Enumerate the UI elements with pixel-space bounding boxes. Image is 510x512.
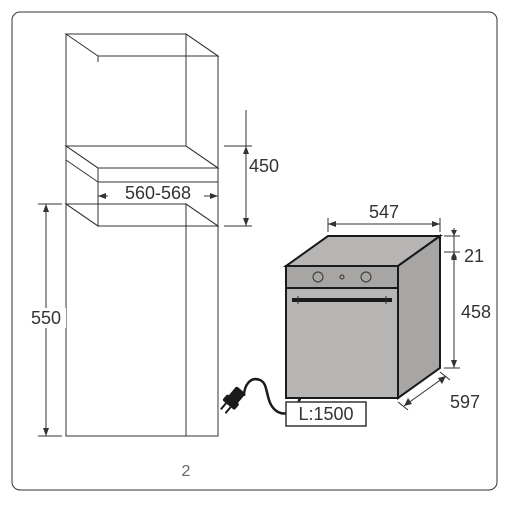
dim-lower-height-label: 550: [31, 308, 61, 328]
dim-depth: 547: [328, 202, 440, 232]
dim-width-label: 597: [450, 392, 480, 412]
dim-lower-height: 550: [26, 204, 66, 436]
dim-height-label: 458: [461, 302, 491, 322]
dim-depth-label: 547: [369, 202, 399, 222]
dim-niche-width-label: 560-568: [125, 183, 191, 203]
dim-niche-width: 560-568: [98, 183, 218, 203]
dim-niche-height: 450: [224, 110, 279, 226]
appliance-drawing: 547 21 458 597: [217, 202, 491, 426]
dim-height: 458: [444, 252, 491, 368]
cord-length-label: L:1500: [298, 404, 353, 424]
cabinet-drawing: 560-568 450 550: [26, 34, 279, 436]
page-number: 2: [182, 463, 191, 480]
dim-niche-height-label: 450: [249, 156, 279, 176]
dim-front-top: 21: [444, 228, 484, 266]
dim-front-top-label: 21: [464, 246, 484, 266]
diagram-canvas: 560-568 450 550: [0, 0, 510, 512]
